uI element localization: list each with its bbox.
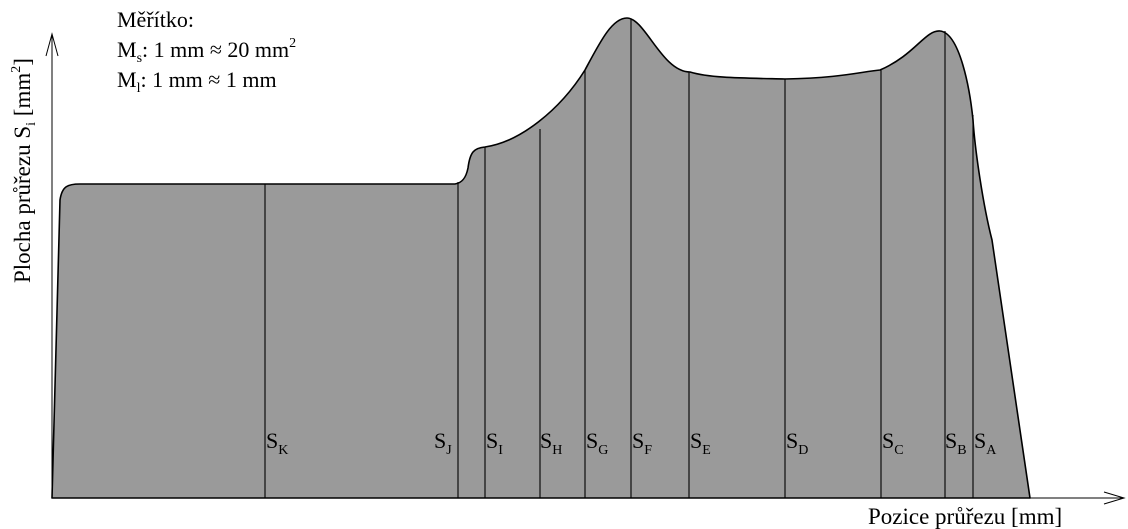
section-labels: SK SJ SI SH SG SF SE SD SC SB SA <box>266 428 997 458</box>
section-label-b: SB <box>945 428 967 458</box>
section-label-c: SC <box>882 428 904 458</box>
section-dividers <box>264 19 974 498</box>
x-axis-label: Pozice průřezu [mm] <box>868 504 1062 529</box>
y-axis-arrow <box>45 32 59 57</box>
scale-line-surface: Ms: 1 mm ≈ 20 mm2 <box>117 36 296 66</box>
section-label-k: SK <box>266 428 288 458</box>
axes <box>45 32 1126 505</box>
section-label-e: SE <box>690 428 711 458</box>
section-label-j: SJ <box>434 428 452 458</box>
section-label-i: SI <box>486 428 503 458</box>
section-label-f: SF <box>632 428 652 458</box>
y-axis-label: Plocha průřezu Si [mm2] <box>9 58 39 283</box>
scale-legend: Měřítko: Ms: 1 mm ≈ 20 mm2 Ml: 1 mm ≈ 1 … <box>117 7 296 96</box>
scale-line-length: Ml: 1 mm ≈ 1 mm <box>117 67 277 96</box>
section-label-d: SD <box>786 428 808 458</box>
section-label-a: SA <box>974 428 997 458</box>
section-label-g: SG <box>586 428 608 458</box>
section-label-h: SH <box>540 428 562 458</box>
x-axis-arrow <box>1103 491 1126 505</box>
scale-title: Měřítko: <box>117 7 194 32</box>
